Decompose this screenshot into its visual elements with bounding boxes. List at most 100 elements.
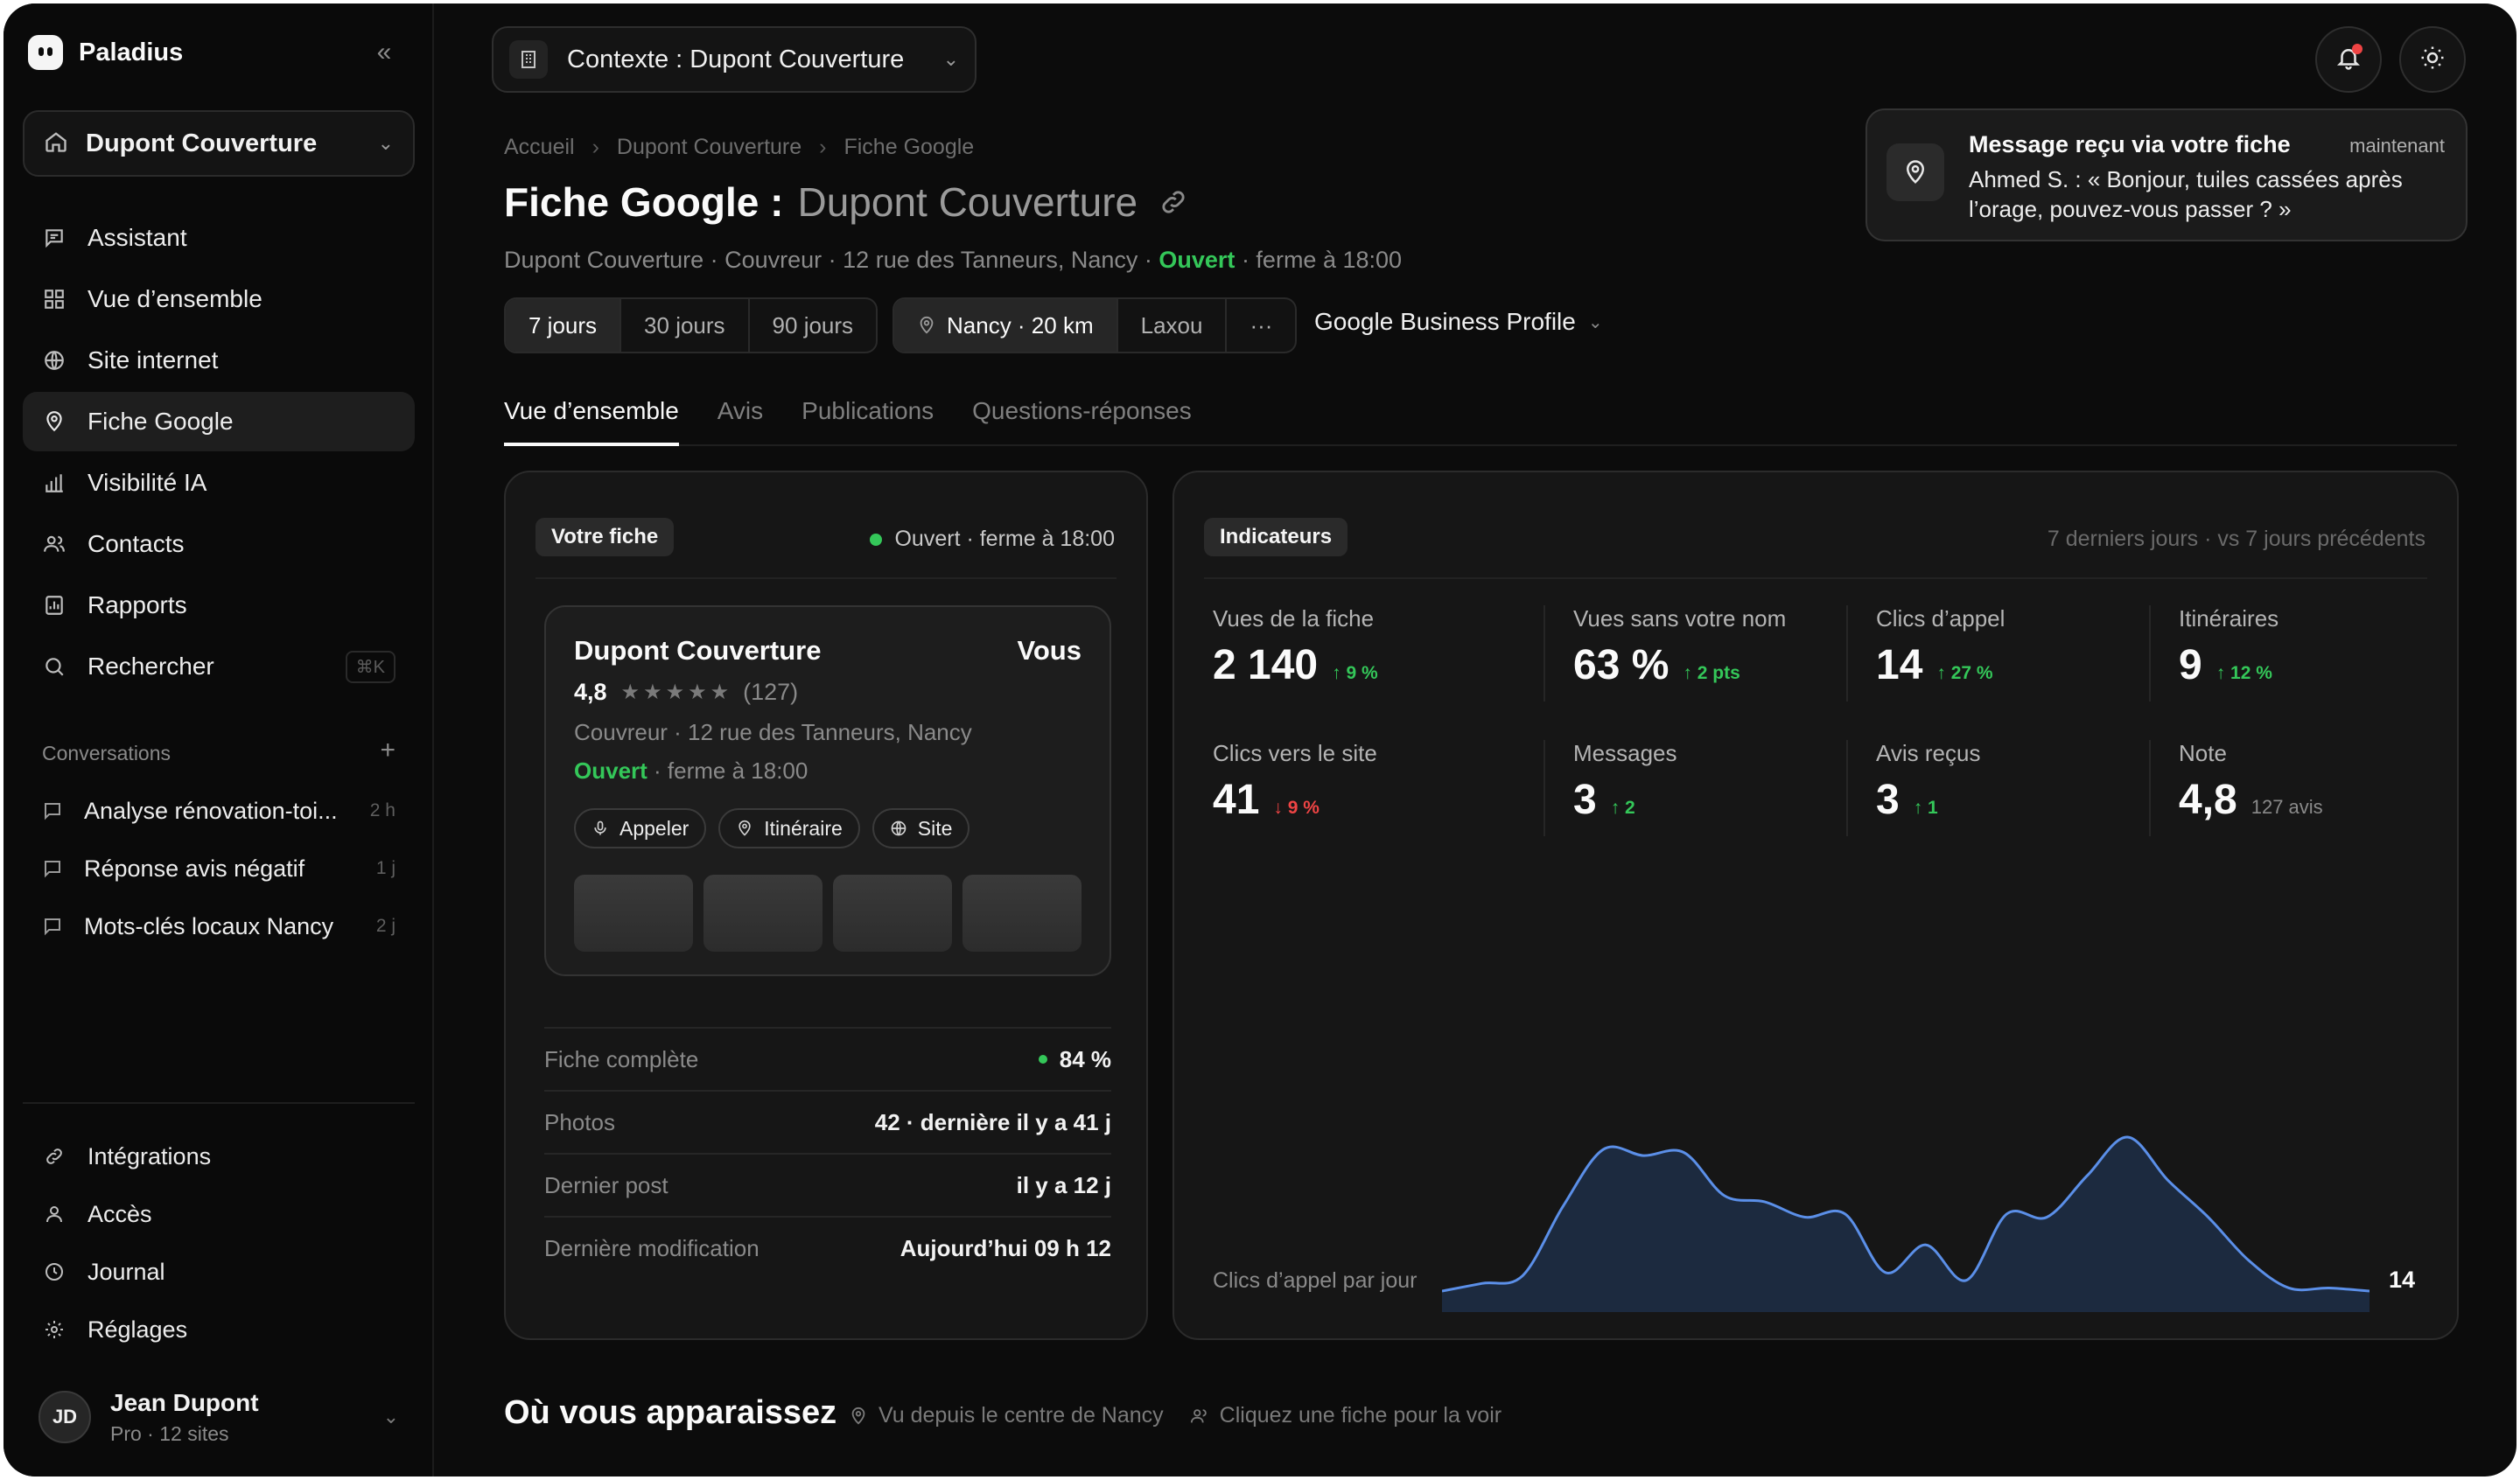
breadcrumb-item[interactable]: Dupont Couverture — [616, 135, 802, 159]
nav-item-reports[interactable]: Rapports — [23, 576, 415, 635]
stat-value: Aujourd’hui 09 h 12 — [900, 1234, 1111, 1261]
nav-item-search[interactable]: Rechercher ⌘K — [23, 637, 415, 696]
tab-bar: Vue d’ensemble Avis Publications Questio… — [504, 394, 2457, 446]
tab-qa[interactable]: Questions-réponses — [972, 397, 1192, 424]
nav-item-google-listing[interactable]: Fiche Google — [23, 392, 415, 451]
stat-value: 84 % — [1038, 1046, 1111, 1073]
user-icon — [42, 1202, 66, 1226]
notifications-button[interactable] — [2315, 26, 2382, 93]
nav-item-contacts[interactable]: Contacts — [23, 514, 415, 574]
users-icon — [1190, 1408, 1207, 1422]
kpi-website-clicks[interactable]: Clics vers le site 41 ↓ 9 % — [1213, 740, 1544, 836]
stat-label: Dernière modification — [544, 1234, 760, 1261]
nav-item-assistant[interactable]: Assistant — [23, 208, 415, 268]
nav-item-label: Rapports — [88, 591, 187, 618]
nav-item-integrations[interactable]: Intégrations — [23, 1128, 415, 1184]
nav-item-label: Rechercher — [88, 653, 214, 680]
nav-item-website[interactable]: Site internet — [23, 331, 415, 390]
nav-item-journal[interactable]: Journal — [23, 1244, 415, 1300]
conversation-item[interactable]: Réponse avis négatif 1 j — [23, 840, 415, 897]
stat-row: Dernière modification Aujourd’hui 09 h 1… — [544, 1216, 1111, 1279]
breadcrumb-item[interactable]: Accueil — [504, 135, 575, 159]
app-window: Paladius « Dupont Couverture ⌄ Assistant… — [4, 3, 2516, 1477]
directions-button[interactable]: Itinéraire — [718, 808, 860, 848]
stat-row: Fiche complète 84 % — [544, 1027, 1111, 1090]
conversations-title: Conversations — [42, 742, 172, 764]
nav-item-access[interactable]: Accès — [23, 1186, 415, 1242]
kpi-reviews[interactable]: Avis reçus 3 ↑ 1 — [1846, 740, 2149, 836]
kpi-messages[interactable]: Messages 3 ↑ 2 — [1544, 740, 1846, 836]
kpi-rating[interactable]: Note 4,8 127 avis — [2149, 740, 2426, 836]
kpi-label: Itinéraires — [2179, 605, 2279, 632]
location-option[interactable]: Laxou — [1118, 299, 1228, 352]
chevron-down-icon: ⌄ — [1587, 312, 1603, 332]
tab-reviews[interactable]: Avis — [717, 397, 764, 424]
chat-icon — [42, 226, 66, 250]
nav-item-label: Contacts — [88, 530, 185, 557]
indicators-card: Indicateurs 7 derniers jours · vs 7 jour… — [1172, 471, 2459, 1340]
pin-icon — [738, 820, 751, 836]
call-label: Appeler — [620, 816, 690, 840]
star-rating-icon: ★★★★★ — [620, 681, 733, 704]
notification-toast[interactable]: Message reçu via votre fiche maintenant … — [1866, 108, 2468, 241]
listing-stats: Fiche complète 84 % Photos 42 · dernière… — [544, 1027, 1111, 1279]
add-conversation-button[interactable]: + — [380, 736, 396, 764]
photo-thumbnail[interactable] — [962, 875, 1082, 952]
bar-chart-icon — [42, 471, 66, 495]
website-button[interactable]: Site — [872, 808, 970, 848]
period-option[interactable]: 30 jours — [621, 299, 750, 352]
search-icon — [42, 654, 66, 679]
user-plan: Pro · 12 sites — [110, 1421, 229, 1445]
home-icon — [44, 129, 68, 158]
nav-item-label: Journal — [88, 1258, 165, 1285]
nav-item-label: Accès — [88, 1200, 152, 1227]
brand-name: Paladius — [79, 38, 184, 66]
photo-thumbnail[interactable] — [574, 875, 693, 952]
kpi-unbranded-views[interactable]: Vues sans votre nom 63 % ↑ 2 pts — [1544, 605, 1846, 702]
link-icon[interactable] — [1158, 187, 1188, 217]
context-select[interactable]: Contexte : Dupont Couverture ⌄ — [492, 26, 976, 93]
nav-item-label: Intégrations — [88, 1142, 212, 1169]
kpi-call-clicks[interactable]: Clics d’appel 14 ↑ 27 % — [1846, 605, 2149, 702]
collapse-sidebar-button[interactable]: « — [376, 38, 392, 66]
pin-icon — [851, 1407, 865, 1425]
gear-icon — [42, 1317, 66, 1342]
nav-item-ai-visibility[interactable]: Visibilité IA — [23, 453, 415, 513]
toast-message: Ahmed S. : « Bonjour, tuiles cassées apr… — [1969, 166, 2403, 222]
stat-row: Photos 42 · dernière il y a 41 j — [544, 1090, 1111, 1153]
conversation-item[interactable]: Analyse rénovation-toi... 2 h — [23, 782, 415, 840]
avatar: JD — [38, 1391, 91, 1443]
kpi-subtext: 127 avis — [2250, 796, 2323, 818]
period-option[interactable]: 7 jours — [506, 299, 622, 352]
nav-item-label: Assistant — [88, 224, 187, 251]
conversation-age: 1 j — [375, 858, 396, 878]
photo-thumbnail[interactable] — [833, 875, 952, 952]
tab-posts[interactable]: Publications — [802, 397, 934, 424]
nav-item-label: Fiche Google — [88, 408, 234, 435]
conversation-item[interactable]: Mots-clés locaux Nancy 2 j — [23, 897, 415, 955]
nav-item-settings[interactable]: Réglages — [23, 1302, 415, 1358]
kpi-directions[interactable]: Itinéraires 9 ↑ 12 % — [2149, 605, 2426, 702]
theme-toggle-button[interactable] — [2399, 26, 2466, 93]
location-option[interactable]: Nancy · 20 km — [894, 299, 1118, 352]
more-locations-button[interactable]: ··· — [1250, 311, 1273, 339]
kpi-delta: ↑ 12 % — [2216, 663, 2272, 683]
source-label: Google Business Profile — [1314, 308, 1576, 335]
call-clicks-chart — [1442, 1135, 2370, 1312]
nav-item-overview[interactable]: Vue d’ensemble — [23, 269, 415, 329]
kpi-listing-views[interactable]: Vues de la fiche 2 140 ↑ 9 % — [1213, 605, 1544, 702]
kpi-value: 63 % — [1573, 642, 1670, 688]
users-icon — [42, 532, 66, 556]
open-status: Ouvert — [1158, 247, 1236, 273]
brand[interactable]: Paladius — [28, 35, 183, 70]
photo-thumbnail[interactable] — [704, 875, 822, 952]
period-selector: 7 jours 30 jours 90 jours — [504, 297, 878, 353]
org-select[interactable]: Dupont Couverture ⌄ — [23, 110, 415, 177]
listing-pill: Votre fiche — [536, 518, 675, 556]
call-button[interactable]: Appeler — [574, 808, 707, 848]
source-select[interactable]: Google Business Profile ⌄ — [1314, 308, 1603, 336]
period-option[interactable]: 90 jours — [772, 311, 854, 339]
user-menu[interactable]: JD Jean Dupont Pro · 12 sites ⌄ — [23, 1377, 415, 1457]
building-icon — [509, 40, 548, 79]
tab-overview[interactable]: Vue d’ensemble — [504, 394, 679, 446]
